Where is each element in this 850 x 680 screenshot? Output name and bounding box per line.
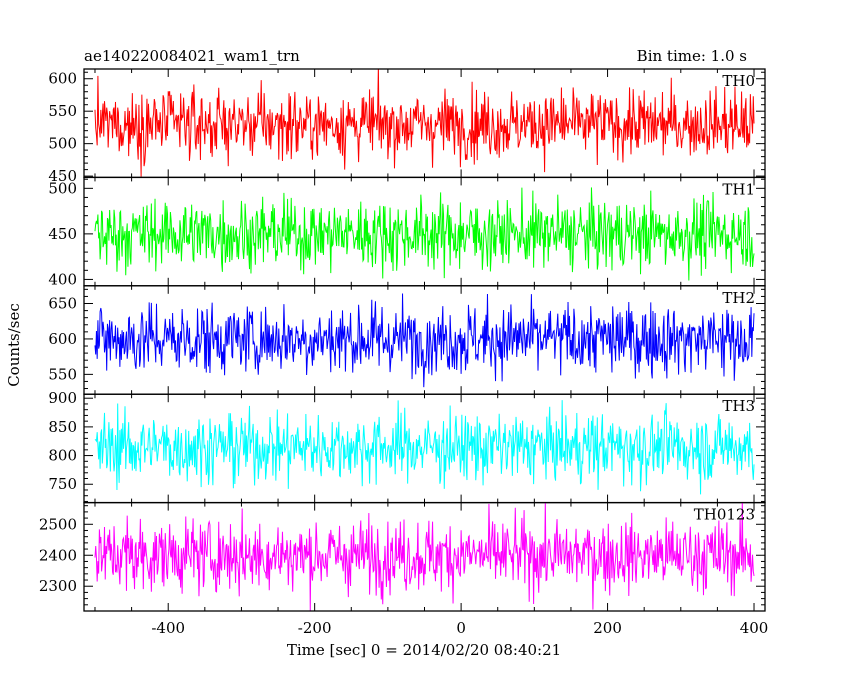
x-axis: -400 -200 0 200 400 bbox=[151, 619, 768, 637]
x-tick-label: -200 bbox=[298, 619, 332, 637]
x-tick-label: 200 bbox=[593, 619, 622, 637]
y-tick-label: 800 bbox=[48, 447, 77, 465]
y-tick-label: 500 bbox=[48, 179, 77, 197]
y-tick-label: 750 bbox=[48, 475, 77, 493]
y-tick-label: 500 bbox=[48, 135, 77, 153]
y-tick-label: 400 bbox=[48, 270, 77, 288]
panel-th0: 450 500 550 600 TH0 bbox=[48, 68, 766, 185]
panel-frame bbox=[83, 501, 766, 612]
y-tick-label: 600 bbox=[48, 70, 77, 88]
series-label: TH1 bbox=[722, 180, 755, 198]
panel-th1: 400 450 500 TH1 bbox=[48, 176, 766, 288]
chart-title: ae140220084021_wam1_trn bbox=[84, 47, 300, 65]
y-tick-label: 650 bbox=[48, 295, 77, 313]
y-tick-label: 2400 bbox=[39, 546, 77, 564]
trace-th1 bbox=[94, 187, 755, 281]
series-label: TH3 bbox=[722, 397, 755, 415]
panel-th2: 550 600 650 TH2 bbox=[48, 285, 766, 395]
y-tick-label: 600 bbox=[48, 330, 77, 348]
series-label: TH2 bbox=[722, 289, 755, 307]
series-label: TH0123 bbox=[694, 506, 755, 524]
y-tick-label: 2500 bbox=[39, 515, 77, 533]
y-tick-label: 550 bbox=[48, 102, 77, 120]
trace-th2 bbox=[94, 293, 755, 388]
series-label: TH0 bbox=[722, 72, 755, 90]
x-tick-label: 0 bbox=[456, 619, 466, 637]
y-tick-label: 2300 bbox=[39, 577, 77, 595]
y-axis-label: Counts/sec bbox=[5, 303, 23, 387]
trace-th0123 bbox=[94, 502, 755, 612]
y-tick-label: 450 bbox=[48, 167, 77, 185]
y-tick-label: 900 bbox=[48, 389, 77, 407]
trace-th0 bbox=[94, 69, 755, 177]
trace-th3 bbox=[94, 400, 755, 495]
x-tick-label: 400 bbox=[740, 619, 769, 637]
y-tick-label: 850 bbox=[48, 418, 77, 436]
panel-th0123: 2300 2400 2500 TH0123 bbox=[39, 501, 766, 612]
x-axis-label: Time [sec] 0 = 2014/02/20 08:40:21 bbox=[287, 641, 561, 659]
x-tick-label: -400 bbox=[151, 619, 185, 637]
panel-th3: 750 800 850 900 TH3 bbox=[48, 389, 766, 504]
bin-time-label: Bin time: 1.0 s bbox=[637, 47, 747, 65]
y-tick-label: 450 bbox=[48, 225, 77, 243]
y-tick-label: 550 bbox=[48, 365, 77, 383]
